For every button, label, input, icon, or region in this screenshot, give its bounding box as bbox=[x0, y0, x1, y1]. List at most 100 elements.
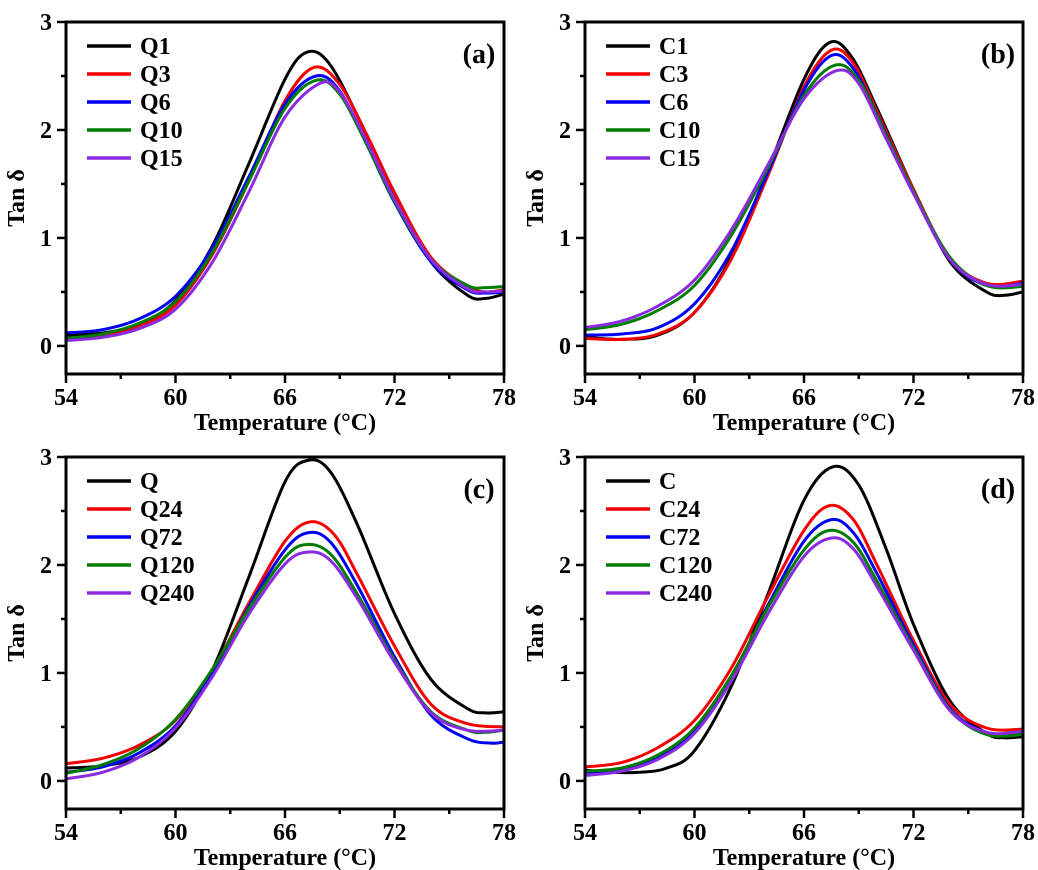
panel-a: 54 60 66 72 78 0 1 2 3 Temperature (°C) Tan δ (a) Q1… bbox=[0, 0, 519, 435]
legend-label-q120: Q120 bbox=[140, 553, 195, 579]
x-axis-title: Temperature (°C) bbox=[194, 845, 376, 870]
x-tick-label: 54 bbox=[573, 385, 597, 411]
x-tick-label: 72 bbox=[902, 820, 926, 846]
x-tick-label: 66 bbox=[792, 820, 816, 846]
x-tick-label: 78 bbox=[1011, 385, 1035, 411]
legend-label-c24: C24 bbox=[659, 497, 700, 523]
series-line-q15 bbox=[66, 80, 504, 342]
x-axis-title: Temperature (°C) bbox=[194, 410, 376, 435]
y-tick-label: 3 bbox=[40, 10, 52, 36]
x-tick-label: 60 bbox=[683, 385, 707, 411]
panel-label: (a) bbox=[463, 39, 496, 70]
legend-label-q3: Q3 bbox=[140, 62, 171, 88]
y-tick-label: 2 bbox=[40, 553, 52, 579]
series-group bbox=[585, 464, 1023, 777]
x-tick-label: 72 bbox=[383, 385, 407, 411]
panel-c: 54 60 66 72 78 0 1 2 3 Temperature (°C) Tan δ (c) Q Q… bbox=[0, 435, 519, 870]
x-tick-label: 54 bbox=[573, 820, 597, 846]
series-line-q120 bbox=[66, 542, 504, 775]
y-axis-title: Tan δ bbox=[4, 604, 30, 662]
x-tick-label: 54 bbox=[54, 385, 78, 411]
series-group bbox=[66, 458, 504, 781]
legend-label-c6: C6 bbox=[659, 90, 688, 116]
x-tick-label: 66 bbox=[273, 385, 297, 411]
ticks bbox=[57, 20, 506, 383]
series-line-c120 bbox=[585, 528, 1023, 773]
x-tick-label: 78 bbox=[1011, 820, 1035, 846]
legend-label-q24: Q24 bbox=[140, 497, 183, 523]
legend-label-c240: C240 bbox=[659, 581, 712, 607]
legend-label-c1: C1 bbox=[659, 34, 688, 60]
legend-label-q: Q bbox=[140, 469, 159, 495]
legend-label-c3: C3 bbox=[659, 62, 688, 88]
legend-label-c15: C15 bbox=[659, 146, 700, 172]
panel-b: 54 60 66 72 78 0 1 2 3 Temperature (°C) Tan δ (b) C1… bbox=[519, 0, 1038, 435]
series-line-c bbox=[585, 464, 1023, 775]
x-tick-label: 72 bbox=[902, 385, 926, 411]
y-axis-title: Tan δ bbox=[4, 169, 30, 227]
y-axis-title: Tan δ bbox=[523, 169, 549, 227]
y-tick-label: 3 bbox=[559, 445, 571, 471]
y-tick-label: 2 bbox=[559, 118, 571, 144]
x-tick-label: 60 bbox=[164, 820, 188, 846]
x-tick-label: 78 bbox=[492, 820, 516, 846]
y-tick-label: 1 bbox=[559, 661, 571, 687]
series-group bbox=[66, 49, 504, 342]
x-tick-label: 66 bbox=[792, 385, 816, 411]
series-line-q24 bbox=[66, 520, 504, 766]
legend-label-c: C bbox=[659, 469, 676, 495]
series-line-c240 bbox=[585, 536, 1023, 777]
plot-box bbox=[583, 455, 1025, 811]
legend-label-q10: Q10 bbox=[140, 118, 183, 144]
series-line-q1 bbox=[66, 49, 504, 337]
legend-label-c72: C72 bbox=[659, 525, 700, 551]
x-axis-title: Temperature (°C) bbox=[713, 845, 895, 870]
series-line-q240 bbox=[66, 550, 504, 781]
series-group bbox=[585, 40, 1023, 342]
series-line-c10 bbox=[585, 63, 1023, 332]
legend-label-c120: C120 bbox=[659, 553, 712, 579]
x-tick-label: 60 bbox=[683, 820, 707, 846]
y-tick-label: 2 bbox=[40, 118, 52, 144]
panel-label: (c) bbox=[463, 474, 494, 505]
series-line-q10 bbox=[66, 78, 504, 340]
y-tick-label: 0 bbox=[40, 769, 52, 795]
plot-box bbox=[583, 20, 1025, 376]
y-tick-label: 0 bbox=[559, 334, 571, 360]
legend-label-q1: Q1 bbox=[140, 34, 171, 60]
y-tick-label: 1 bbox=[559, 226, 571, 252]
series-line-c24 bbox=[585, 503, 1023, 769]
legend-label-q15: Q15 bbox=[140, 146, 183, 172]
series-line-q6 bbox=[66, 74, 504, 335]
x-tick-label: 78 bbox=[492, 385, 516, 411]
y-tick-label: 1 bbox=[40, 226, 52, 252]
ticks bbox=[576, 20, 1025, 383]
legend-label-q240: Q240 bbox=[140, 581, 195, 607]
ticks bbox=[576, 455, 1025, 818]
panel-a-plot: 54 60 66 72 78 0 1 2 3 Temperature (°C) Tan δ (a) Q1… bbox=[4, 10, 516, 435]
series-line-c15 bbox=[585, 68, 1023, 330]
y-tick-label: 3 bbox=[40, 445, 52, 471]
y-tick-label: 0 bbox=[559, 769, 571, 795]
ticks bbox=[57, 455, 506, 818]
x-tick-label: 72 bbox=[383, 820, 407, 846]
y-tick-label: 3 bbox=[559, 10, 571, 36]
y-axis-title: Tan δ bbox=[523, 604, 549, 662]
x-axis-title: Temperature (°C) bbox=[713, 410, 895, 435]
panel-d: 54 60 66 72 78 0 1 2 3 Temperature (°C) Tan δ (d) C C… bbox=[519, 435, 1038, 870]
legend-label-c10: C10 bbox=[659, 118, 700, 144]
y-tick-label: 2 bbox=[559, 553, 571, 579]
y-tick-label: 1 bbox=[40, 661, 52, 687]
panel-label: (d) bbox=[981, 474, 1015, 505]
panel-b-plot: 54 60 66 72 78 0 1 2 3 Temperature (°C) Tan δ (b) C1… bbox=[523, 10, 1035, 435]
panel-label: (b) bbox=[981, 39, 1015, 70]
x-tick-label: 66 bbox=[273, 820, 297, 846]
series-line-q bbox=[66, 458, 504, 770]
